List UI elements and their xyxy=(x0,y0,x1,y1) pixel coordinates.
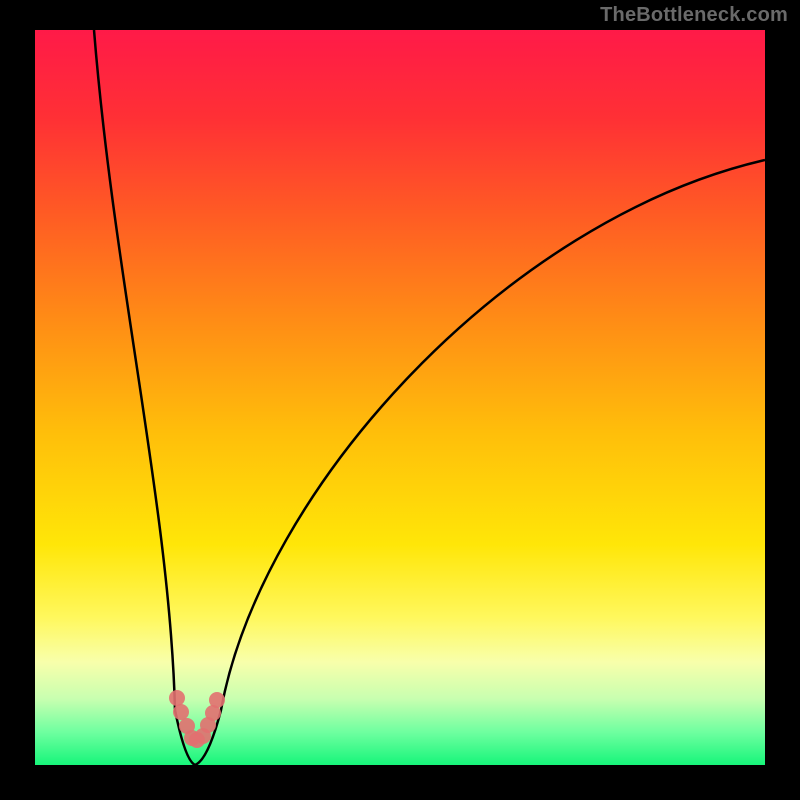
scatter-point xyxy=(173,704,189,720)
scatter-point xyxy=(169,690,185,706)
scatter-point xyxy=(209,692,225,708)
chart-container xyxy=(35,30,765,765)
watermark-text: TheBottleneck.com xyxy=(600,4,788,27)
plot-background xyxy=(35,30,765,765)
bottleneck-chart xyxy=(35,30,765,765)
